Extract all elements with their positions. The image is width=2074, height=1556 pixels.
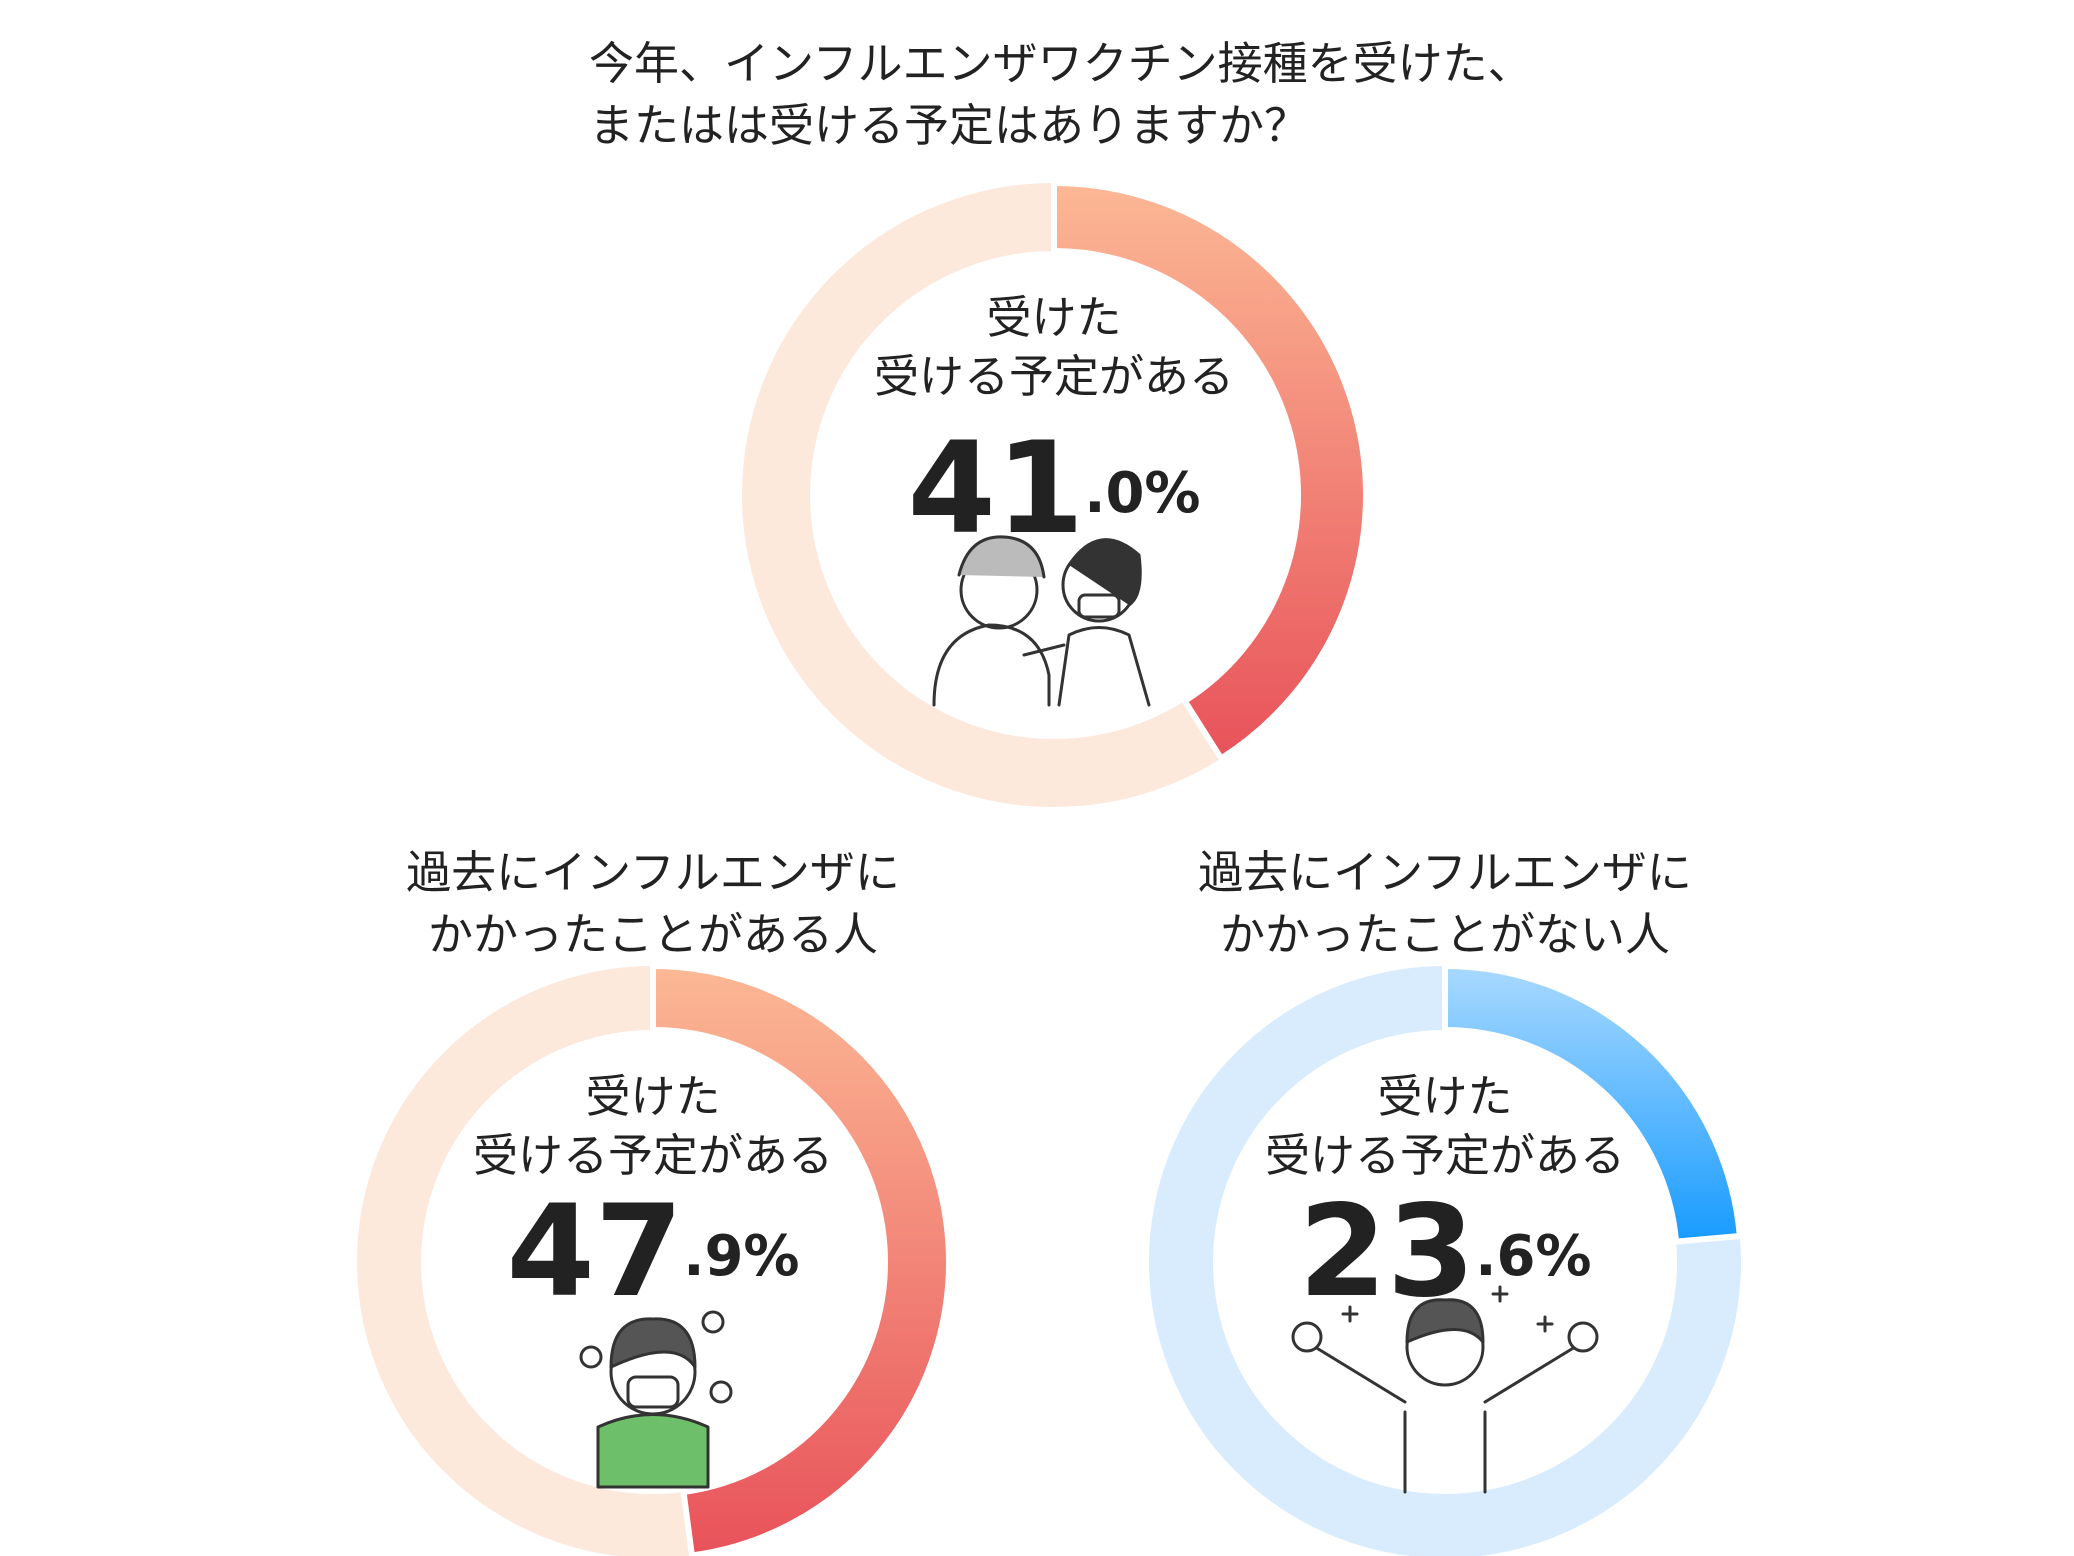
chart-title: 過去にインフルエンザに [406, 846, 900, 899]
value-label: 41.0% [907, 414, 1200, 562]
value-minor: .9% [683, 1224, 799, 1289]
chart-title: 過去にインフルエンザに [1198, 846, 1692, 899]
illustration [1291, 1285, 1599, 1494]
illustration [579, 1310, 733, 1489]
value-minor: .6% [1475, 1224, 1591, 1289]
value-label: 47.9% [506, 1177, 799, 1325]
chart-title: 今年、インフルエンザワクチン接種を受けた、 [589, 37, 1533, 90]
donut-segment [1051, 179, 1369, 763]
center-label: 受けた [1377, 1070, 1512, 1123]
center-label: 受ける予定がある [874, 350, 1234, 403]
center-label: 受けた [986, 291, 1121, 344]
center-label: 受けた [585, 1070, 720, 1123]
illustration [932, 535, 1151, 707]
value-minor: .0% [1084, 461, 1200, 526]
value-major: 47 [506, 1177, 683, 1325]
center-label: 受ける予定がある [473, 1129, 833, 1182]
chart-title: かかったことがある人 [428, 908, 878, 961]
chart-title: またはは受ける予定はありますか？ [589, 99, 1309, 152]
donut-segment [1442, 962, 1744, 1245]
center-label: 受ける予定がある [1265, 1129, 1625, 1182]
donut-segment [650, 962, 953, 1556]
chart-title: かかったことがない人 [1220, 908, 1670, 961]
